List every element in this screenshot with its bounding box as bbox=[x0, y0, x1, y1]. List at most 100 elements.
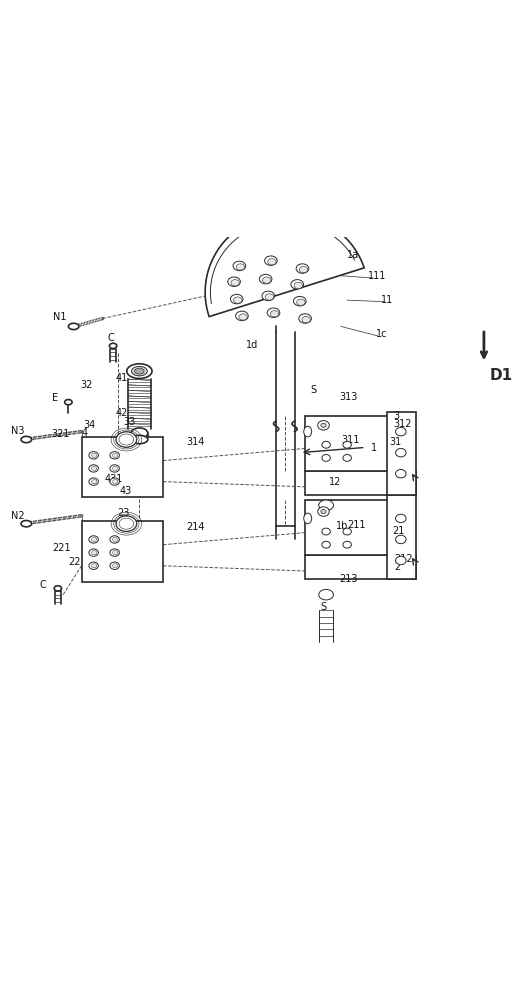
Text: 42: 42 bbox=[116, 408, 128, 418]
Ellipse shape bbox=[268, 259, 276, 265]
Ellipse shape bbox=[113, 564, 118, 568]
Ellipse shape bbox=[265, 294, 274, 300]
Ellipse shape bbox=[239, 314, 247, 320]
Ellipse shape bbox=[228, 277, 240, 286]
Ellipse shape bbox=[110, 452, 119, 459]
Text: 311: 311 bbox=[341, 435, 359, 445]
Ellipse shape bbox=[109, 343, 117, 349]
Text: 221: 221 bbox=[53, 543, 71, 553]
Text: 1c: 1c bbox=[376, 329, 388, 339]
Ellipse shape bbox=[110, 549, 119, 556]
Text: 4: 4 bbox=[82, 428, 88, 438]
Polygon shape bbox=[305, 555, 416, 579]
Ellipse shape bbox=[322, 441, 330, 448]
Text: 214: 214 bbox=[187, 522, 205, 532]
Ellipse shape bbox=[270, 311, 279, 317]
Ellipse shape bbox=[92, 479, 97, 484]
Ellipse shape bbox=[322, 455, 330, 461]
Ellipse shape bbox=[92, 466, 97, 471]
Text: 1b: 1b bbox=[336, 521, 348, 531]
Ellipse shape bbox=[89, 562, 98, 569]
Ellipse shape bbox=[21, 521, 32, 527]
Polygon shape bbox=[205, 213, 364, 317]
Ellipse shape bbox=[89, 465, 98, 472]
Ellipse shape bbox=[294, 296, 306, 306]
Ellipse shape bbox=[343, 541, 351, 548]
Ellipse shape bbox=[294, 282, 302, 289]
Text: 1: 1 bbox=[371, 443, 377, 453]
Text: 23: 23 bbox=[117, 508, 129, 518]
Ellipse shape bbox=[322, 528, 330, 535]
Text: 313: 313 bbox=[339, 392, 358, 402]
Ellipse shape bbox=[131, 428, 148, 438]
Text: 1a: 1a bbox=[347, 250, 359, 260]
Ellipse shape bbox=[92, 550, 97, 555]
Polygon shape bbox=[387, 412, 416, 495]
Polygon shape bbox=[82, 521, 163, 582]
Ellipse shape bbox=[92, 564, 97, 568]
Text: S: S bbox=[321, 602, 327, 612]
Ellipse shape bbox=[231, 280, 239, 286]
Ellipse shape bbox=[113, 479, 118, 484]
Ellipse shape bbox=[236, 311, 248, 321]
Ellipse shape bbox=[116, 432, 137, 447]
Polygon shape bbox=[82, 437, 163, 497]
Text: C: C bbox=[108, 333, 115, 343]
Ellipse shape bbox=[262, 291, 275, 301]
Ellipse shape bbox=[304, 426, 311, 437]
Ellipse shape bbox=[322, 541, 330, 548]
Text: 34: 34 bbox=[83, 420, 95, 430]
Ellipse shape bbox=[233, 261, 246, 271]
Text: 212: 212 bbox=[394, 554, 413, 564]
Ellipse shape bbox=[89, 549, 98, 556]
Text: S: S bbox=[310, 385, 317, 395]
Ellipse shape bbox=[267, 308, 280, 317]
Ellipse shape bbox=[291, 280, 304, 289]
Ellipse shape bbox=[343, 455, 351, 461]
Ellipse shape bbox=[110, 562, 119, 569]
Ellipse shape bbox=[113, 550, 118, 555]
Ellipse shape bbox=[113, 453, 118, 457]
Text: 33: 33 bbox=[124, 417, 136, 427]
Text: E: E bbox=[52, 393, 58, 403]
Text: 41: 41 bbox=[116, 373, 128, 383]
Ellipse shape bbox=[89, 478, 98, 485]
Ellipse shape bbox=[113, 466, 118, 471]
Ellipse shape bbox=[89, 536, 98, 543]
Ellipse shape bbox=[321, 509, 326, 514]
Ellipse shape bbox=[234, 297, 242, 303]
Ellipse shape bbox=[259, 274, 272, 284]
Text: D1: D1 bbox=[489, 368, 512, 383]
Text: 1d: 1d bbox=[246, 340, 258, 350]
Polygon shape bbox=[135, 368, 144, 374]
Polygon shape bbox=[305, 500, 394, 555]
Text: 32: 32 bbox=[80, 380, 93, 390]
Text: 321: 321 bbox=[52, 429, 70, 439]
Ellipse shape bbox=[132, 366, 147, 376]
Ellipse shape bbox=[396, 514, 406, 523]
Ellipse shape bbox=[396, 469, 406, 478]
Text: 12: 12 bbox=[329, 477, 341, 487]
Ellipse shape bbox=[110, 536, 119, 543]
Ellipse shape bbox=[65, 400, 72, 405]
Text: 111: 111 bbox=[368, 271, 387, 281]
Ellipse shape bbox=[302, 316, 310, 323]
Text: 312: 312 bbox=[393, 419, 412, 429]
Ellipse shape bbox=[396, 556, 406, 565]
Ellipse shape bbox=[318, 421, 329, 430]
Ellipse shape bbox=[230, 294, 243, 304]
Ellipse shape bbox=[265, 256, 277, 265]
Text: 211: 211 bbox=[347, 520, 366, 530]
Ellipse shape bbox=[54, 586, 62, 591]
Ellipse shape bbox=[297, 299, 305, 305]
Ellipse shape bbox=[396, 448, 406, 457]
Ellipse shape bbox=[299, 266, 308, 273]
Text: 3: 3 bbox=[393, 411, 400, 421]
Text: N1: N1 bbox=[53, 312, 66, 322]
Text: 213: 213 bbox=[339, 574, 358, 584]
Text: 314: 314 bbox=[187, 437, 205, 447]
Ellipse shape bbox=[319, 500, 333, 511]
Text: C: C bbox=[39, 580, 46, 590]
Ellipse shape bbox=[262, 277, 271, 283]
Text: 431: 431 bbox=[104, 474, 123, 484]
